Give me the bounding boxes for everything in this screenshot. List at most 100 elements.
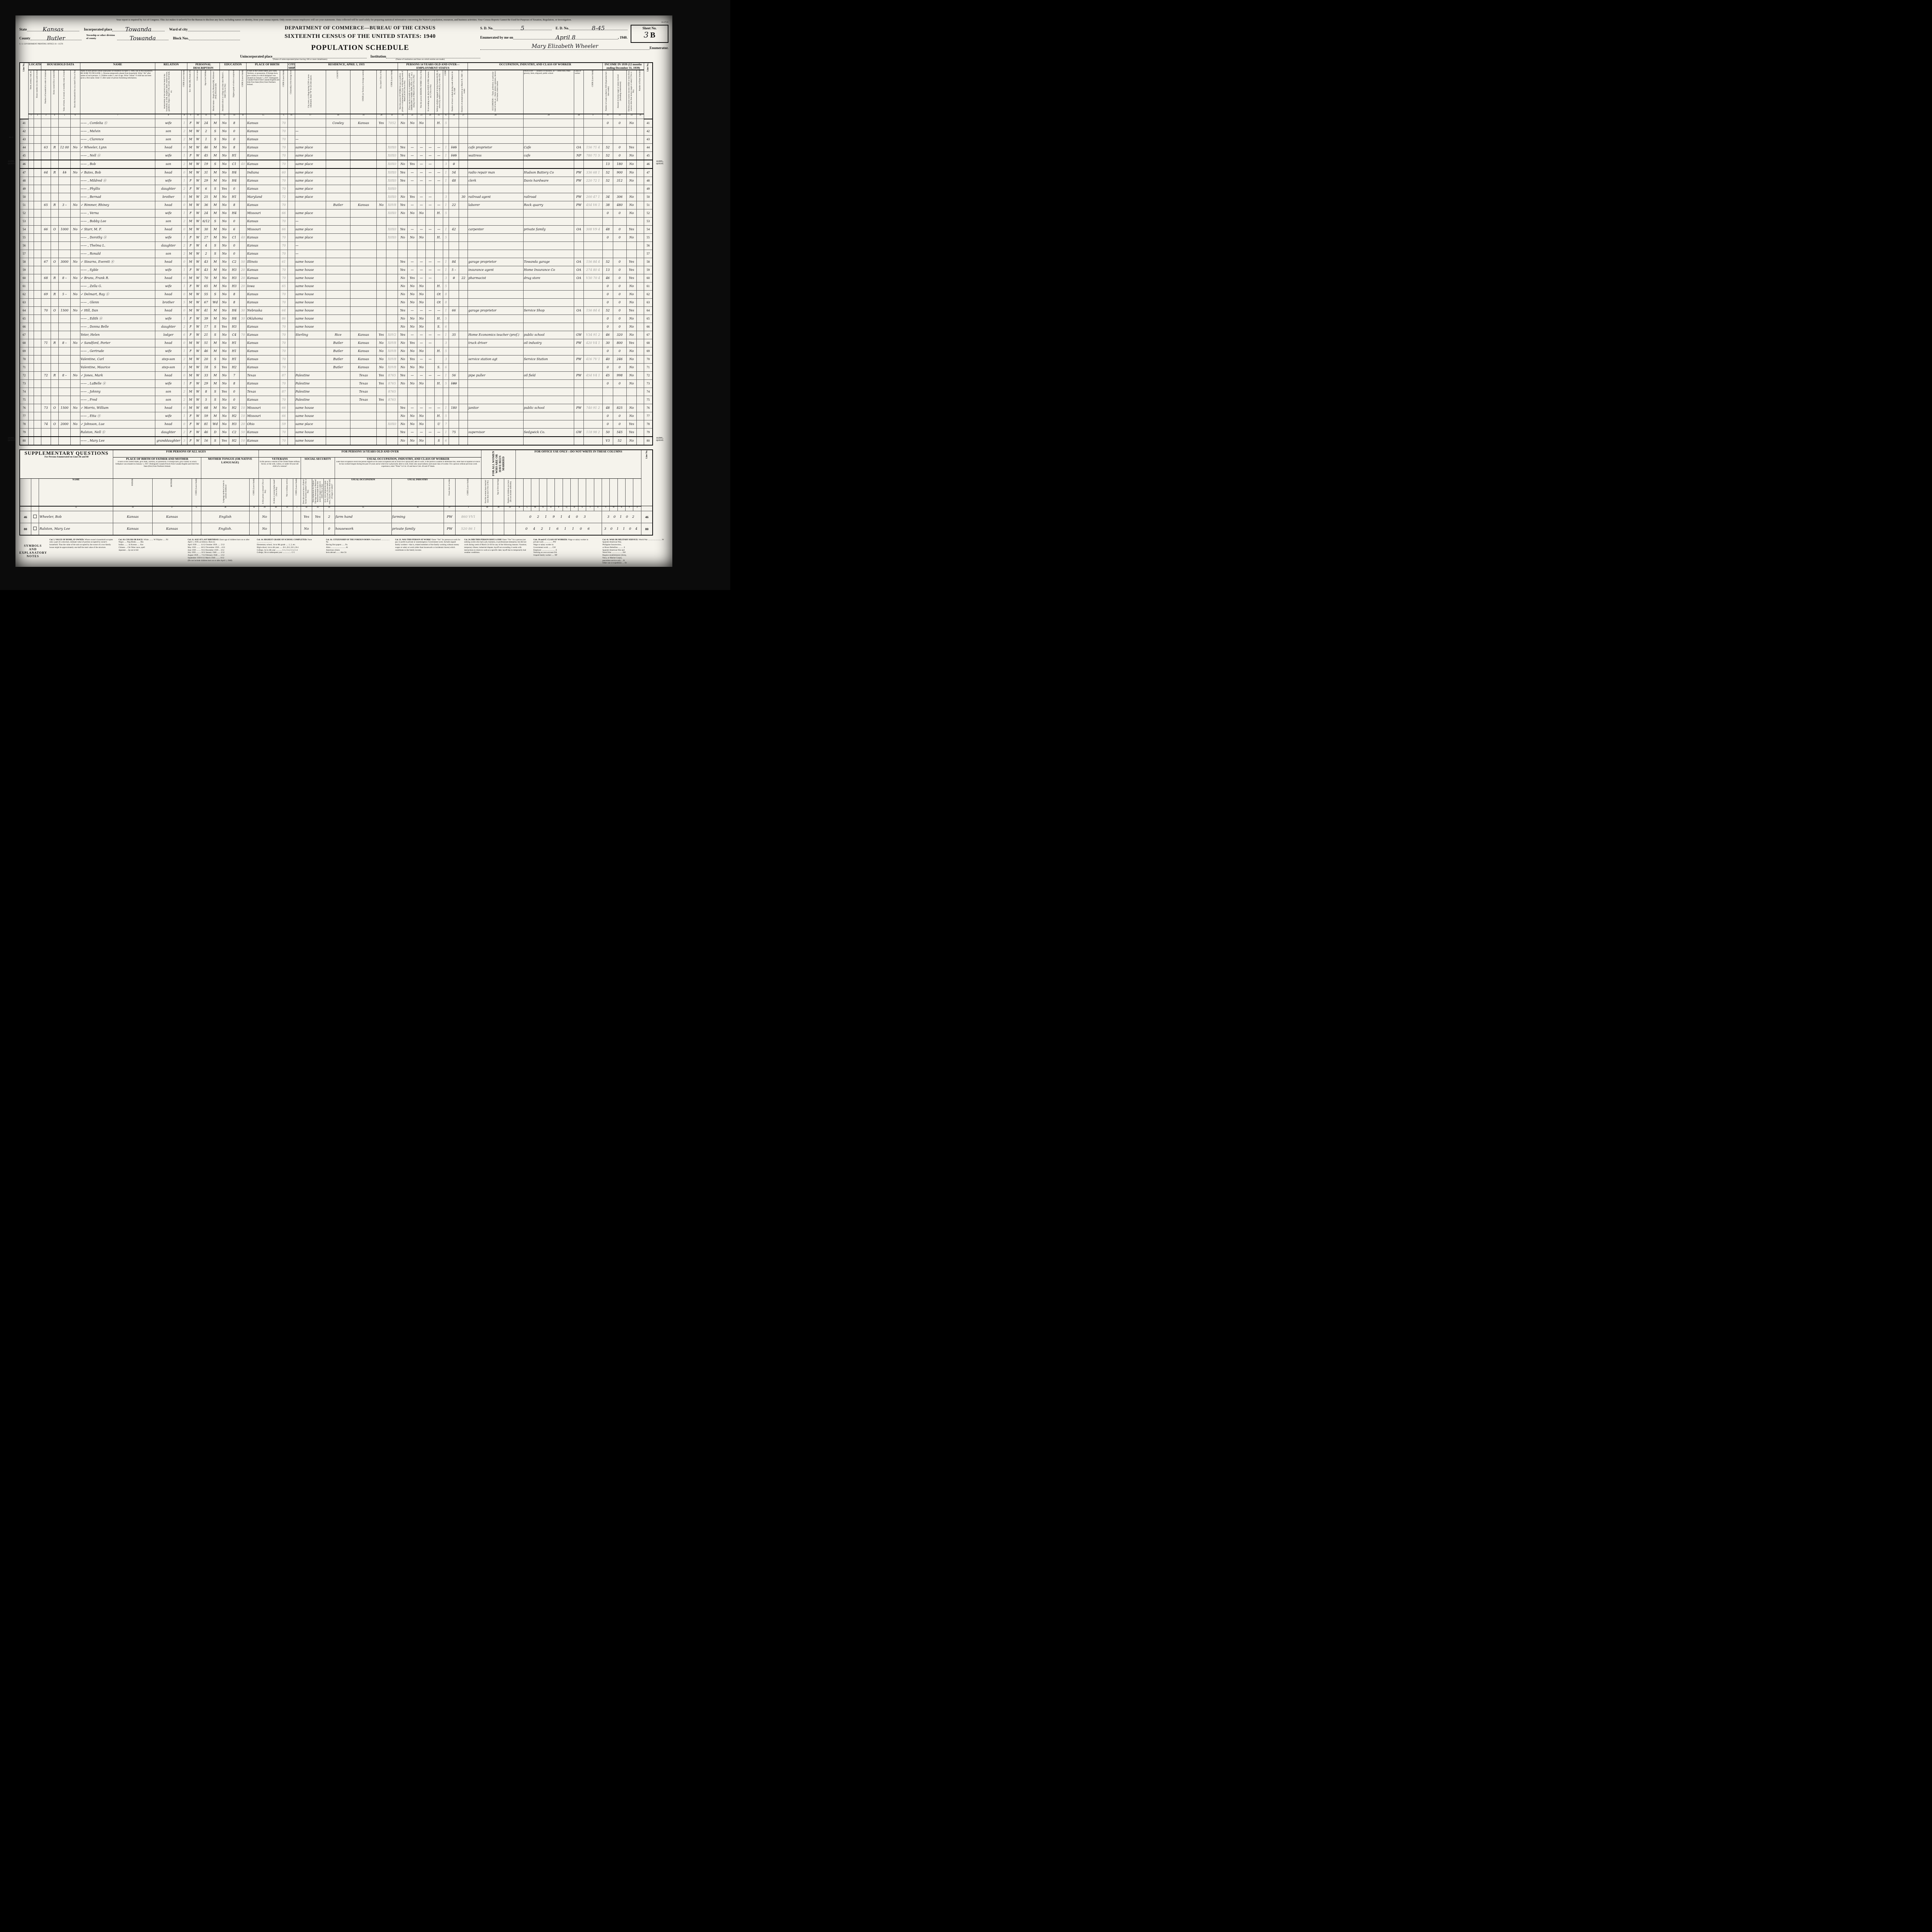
cell-61-8: —— , Zella G. (80, 282, 156, 291)
cell-71-40 (636, 363, 644, 372)
cell-80-31 (583, 436, 603, 446)
cell-77-7 (70, 412, 80, 420)
cell-46-F (574, 159, 584, 169)
cell-46-27: 0̶ (448, 159, 459, 169)
cell-52-16: 66 (279, 209, 288, 218)
cell-69-6 (58, 347, 71, 355)
cell-49-28 (459, 184, 468, 193)
cell-54-14: No (219, 225, 230, 234)
cell-73-33: 0 (612, 379, 627, 388)
county-value: Butler (30, 36, 82, 41)
cell-61-12: 65 (201, 282, 211, 291)
cell-47-8: ✓ Bates, Bob (80, 168, 156, 177)
cell-54-40 (636, 225, 644, 234)
cell-43-29 (468, 135, 524, 144)
cell-79-18: same house (294, 428, 326, 437)
cell-48-20 (350, 176, 377, 185)
cell-56-33 (612, 241, 627, 250)
cell-65-D (376, 314, 386, 323)
cell-49-C: Kansas (246, 184, 280, 193)
cell-74-33 (612, 387, 627, 396)
cell-76-41: 76 (643, 403, 653, 412)
cell-65-27 (448, 314, 459, 323)
cell-42-E (434, 127, 444, 136)
cell-52-6 (58, 209, 71, 218)
cell-48-13: M (211, 176, 220, 185)
cell-57-C: Kansas (246, 249, 280, 258)
cell-77-12: 59 (201, 412, 211, 420)
sheet-value: 3 (643, 30, 649, 40)
cell-53-16: 70 (279, 217, 288, 226)
supplementary-table: SUPPLEMENTARY QUESTIONS For Persons Enume… (19, 449, 653, 536)
cell-78-D (376, 420, 386, 429)
group-9: PERSONS 14 YEARS OLD AND OVER—EMPLOYMENT… (398, 62, 468, 71)
cell-71-9: 2 (181, 363, 187, 372)
cell-55-7 (70, 233, 80, 242)
cell-53-24 (417, 217, 426, 226)
cell-41-4 (41, 119, 51, 128)
cell-61-23: No (407, 282, 417, 291)
supp-num-T: T (586, 505, 594, 511)
cell-41-10: F (187, 119, 195, 128)
cell-53-12: 6/12 (201, 217, 211, 226)
cell-42-2 (28, 127, 34, 136)
cell-52-32: 0 (602, 209, 613, 218)
cell-78-31 (583, 420, 603, 429)
cell-48-4 (41, 176, 51, 185)
cell-48-25: — (425, 176, 435, 185)
cell-78-22: No (398, 420, 408, 429)
cell-41-1: 41 (19, 119, 29, 128)
cell-72-31: 454 V4 1 (583, 371, 603, 380)
cell-46-13: S (211, 159, 220, 169)
cell-51-40 (636, 201, 644, 209)
cell-69-8: —— , Gertrude (80, 347, 156, 355)
cell-76-10: M (187, 403, 195, 412)
cell-66-B: H3 (229, 322, 240, 331)
cell-77-11: W (194, 412, 202, 420)
col-num-14: 14 (229, 114, 240, 119)
cell-65-16: 86 (279, 314, 288, 323)
cell-57-30 (523, 249, 575, 258)
cell-58-B: C2 (229, 257, 240, 266)
cell-49-12: 6 (201, 184, 211, 193)
cell-47-3 (34, 168, 41, 177)
supp-row-80: 80 Ralston, Mary Lee Kansas Kansas English. N… (19, 522, 653, 535)
cell-61-26: 5 (443, 282, 449, 291)
cell-57-41: 57 (643, 249, 653, 258)
supp-num-36: 36 (113, 505, 153, 511)
cell-67-32: 46 (602, 330, 613, 339)
cell-48-23: — (407, 176, 417, 185)
cell-72-25: — (425, 371, 435, 380)
cell-66-15 (239, 322, 247, 331)
cell-55-26: 5 (443, 233, 449, 242)
cell-60-A: head (155, 274, 182, 282)
cell-51-14: No (219, 201, 230, 209)
cell-69-19: Butler (325, 347, 351, 355)
cell-71-20: Kansas (350, 363, 377, 372)
cell-75-31 (583, 395, 603, 404)
cell-74-25 (425, 387, 435, 396)
col-num-2: 2 (34, 114, 41, 119)
cell-77-15: 10 (239, 412, 247, 420)
cell-71-17 (287, 363, 295, 372)
cell-70-32: 40 (602, 355, 613, 364)
cell-60-25: — (425, 274, 435, 282)
cell-46-1: 46 (19, 159, 29, 169)
cell-71-27 (448, 363, 459, 372)
cell-78-41: 78 (643, 420, 653, 429)
cell-52-20 (350, 209, 377, 218)
cell-58-14: No (219, 257, 230, 266)
cell-49-13: S (211, 184, 220, 193)
cell-74-9: 2 (181, 387, 187, 396)
cell-76-B: H2 (229, 403, 240, 412)
supp-line-header: Line No. (641, 449, 653, 506)
cell-73-4 (41, 379, 51, 388)
cell-62-3 (34, 290, 41, 299)
cell-43-34 (626, 135, 637, 144)
cell-49-32 (602, 184, 613, 193)
cell-44-19 (325, 143, 351, 152)
cell-69-16: 70 (279, 347, 288, 355)
cell-57-8: —— , Ronald (80, 249, 156, 258)
cell-60-14: No (219, 274, 230, 282)
cell-48-A: wife (155, 176, 182, 185)
